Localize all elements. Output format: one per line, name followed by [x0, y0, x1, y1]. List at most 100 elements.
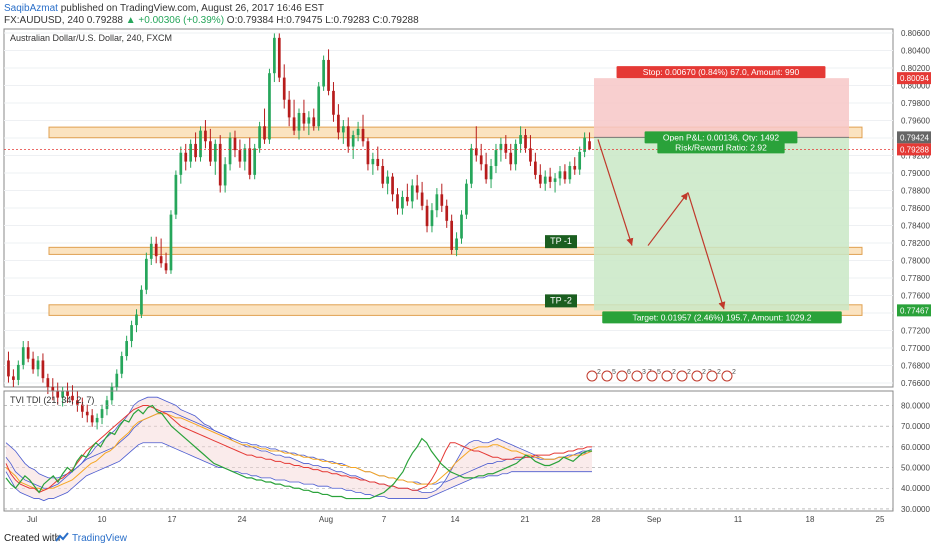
- candle-body: [213, 143, 217, 162]
- candle: [159, 238, 163, 268]
- candle-body: [199, 130, 202, 158]
- candle: [90, 409, 94, 427]
- candle-body: [71, 395, 74, 401]
- chart-svg[interactable]: Stop: 0.00670 (0.84%) 67.0, Amount: 990 O…: [0, 27, 932, 527]
- event-marker: 2: [676, 369, 691, 382]
- candle: [258, 121, 261, 153]
- candle: [56, 382, 60, 405]
- event-flag-icon: [586, 370, 598, 382]
- candle-body: [469, 148, 473, 184]
- candle: [351, 130, 355, 159]
- tradingview-brand[interactable]: TradingView: [72, 533, 128, 544]
- candle: [199, 126, 202, 162]
- candle: [410, 179, 414, 209]
- candle-body: [386, 176, 389, 184]
- x-tick-label: 14: [451, 515, 460, 524]
- candle-body: [563, 171, 567, 180]
- candle-body: [465, 183, 468, 215]
- author-link[interactable]: SaqibAzmat: [4, 3, 58, 14]
- price-tick-label: 0.79200: [901, 152, 930, 161]
- candle: [376, 146, 380, 171]
- candle-body: [514, 143, 518, 165]
- candle: [405, 183, 409, 206]
- candle: [534, 152, 537, 180]
- candle-body: [479, 155, 483, 165]
- candle: [401, 190, 404, 215]
- event-marker: 3 7: [631, 369, 652, 382]
- candle-body: [287, 99, 291, 118]
- candle-body: [558, 171, 562, 179]
- price-axis-label-bg: [897, 143, 931, 156]
- candle-body: [578, 151, 582, 170]
- candle: [494, 143, 498, 174]
- target-label-bg: [602, 311, 842, 324]
- candle: [312, 108, 316, 131]
- candle-body: [297, 112, 301, 131]
- price-pane[interactable]: Stop: 0.00670 (0.84%) 67.0, Amount: 990 O…: [0, 27, 932, 527]
- candle: [327, 49, 330, 96]
- indicator-tick-label: 80.0000: [901, 401, 930, 410]
- candle-body: [184, 152, 188, 162]
- candle-body: [7, 360, 10, 377]
- event-marker: 5: [601, 369, 616, 382]
- candle: [194, 132, 197, 162]
- candle: [465, 179, 468, 220]
- candle: [445, 199, 449, 228]
- candle-body: [499, 143, 503, 151]
- candle-body: [430, 210, 434, 227]
- candle-body: [351, 135, 355, 147]
- candle: [71, 385, 74, 405]
- candle-body: [263, 126, 266, 140]
- event-flag-icon: [721, 370, 733, 382]
- prediction-arrow: [597, 139, 634, 246]
- candle: [297, 108, 301, 140]
- tradingview-logo-icon: [55, 532, 69, 542]
- candle: [169, 210, 173, 274]
- indicator-title: TVI TDI (21, 34, 2, 7): [10, 395, 94, 405]
- candle: [514, 139, 518, 171]
- candle-body: [154, 243, 158, 257]
- candle-body: [568, 166, 572, 180]
- event-flag-icon: [676, 370, 688, 382]
- candle: [455, 232, 458, 257]
- candle-body: [410, 185, 414, 202]
- candle-body: [105, 400, 109, 410]
- candle-body: [164, 263, 168, 271]
- candle: [307, 111, 311, 136]
- candle: [583, 132, 586, 158]
- candle-body: [31, 358, 35, 370]
- x-tick-label: 7: [382, 515, 387, 524]
- candle-body: [76, 400, 79, 405]
- price-tick-label: 0.77600: [901, 292, 930, 301]
- candle: [85, 404, 89, 423]
- candle-body: [149, 243, 153, 259]
- candle-body: [460, 214, 463, 239]
- candle: [253, 143, 257, 180]
- candle-body: [204, 130, 207, 142]
- event-flag-icon: [601, 370, 613, 382]
- candle: [51, 378, 55, 401]
- candle-body: [268, 73, 271, 140]
- candle-body: [553, 178, 557, 182]
- event-marker: 2: [721, 369, 736, 382]
- event-flag-icon: [661, 370, 673, 382]
- price-tick-label: 0.76600: [901, 379, 930, 388]
- candle-body: [12, 376, 15, 380]
- candle-body: [36, 360, 40, 370]
- ohlc-values: O:0.79384 H:0.79475 L:0.79283 C:0.79288: [224, 15, 419, 26]
- candle: [223, 157, 227, 193]
- candle-body: [401, 196, 404, 209]
- candle-body: [85, 411, 89, 416]
- symbol-header: FX:AUDUSD, 240 0.79288 ▲ +0.00306 (+0.39…: [4, 15, 419, 26]
- candle: [287, 90, 291, 127]
- event-marker: 6: [616, 369, 631, 382]
- candle-body: [346, 126, 350, 147]
- sr-zone: [48, 304, 863, 316]
- price-tick-label: 0.78000: [901, 257, 930, 266]
- candle: [100, 404, 104, 425]
- price-tick-label: 0.80600: [901, 29, 930, 38]
- symbol-line: FX:AUDUSD, 240 0.79288: [4, 15, 123, 26]
- candle-body: [509, 152, 513, 165]
- candle-body: [381, 166, 385, 184]
- candle-body: [583, 137, 586, 152]
